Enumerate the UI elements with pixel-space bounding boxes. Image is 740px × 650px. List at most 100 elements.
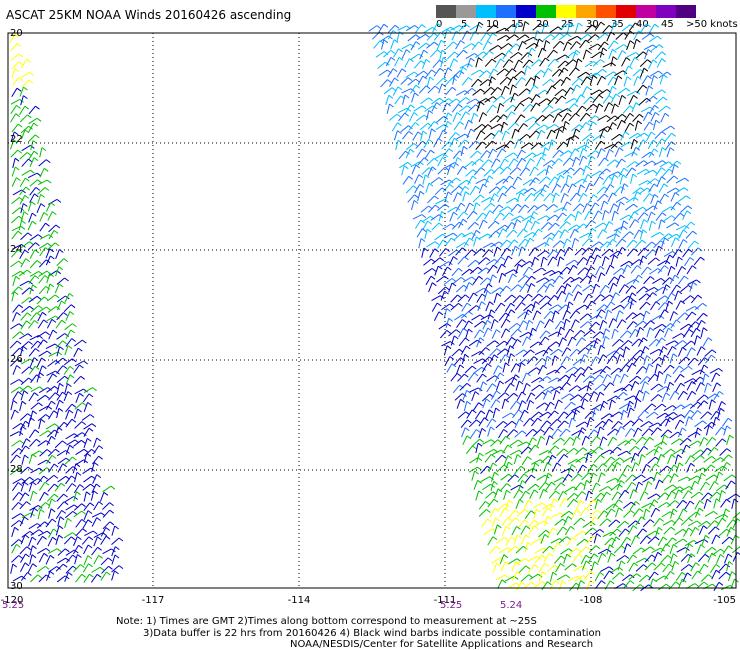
wind-barb	[579, 232, 593, 239]
wind-barb	[481, 159, 493, 168]
wind-barb	[592, 283, 601, 294]
wind-barb	[427, 195, 439, 204]
wind-barb	[643, 169, 658, 176]
wind-barb	[387, 68, 398, 78]
wind-barb	[457, 256, 469, 265]
wind-barb	[514, 430, 527, 438]
wind-barb	[659, 346, 668, 357]
wind-barb	[469, 150, 482, 159]
wind-barb	[409, 84, 421, 94]
wind-barb	[646, 292, 658, 301]
wind-barb	[455, 247, 467, 256]
wind-barb	[525, 428, 538, 437]
wind-barb	[625, 474, 637, 483]
wind-barb	[690, 410, 702, 419]
wind-barb	[74, 402, 87, 410]
wind-barb	[654, 245, 663, 256]
wind-barb	[640, 23, 651, 33]
wind-barb	[431, 97, 444, 105]
wind-barb	[518, 362, 526, 373]
wind-barb	[597, 472, 606, 483]
wind-barb	[528, 444, 540, 454]
wind-barb	[494, 302, 506, 312]
wind-barb	[20, 390, 29, 401]
wind-barb	[20, 553, 30, 563]
wind-barb	[486, 32, 498, 42]
wind-barb	[622, 301, 635, 310]
wind-barb	[432, 22, 442, 33]
wind-barb	[517, 311, 530, 319]
wind-barb	[47, 373, 58, 383]
wind-barb	[555, 563, 565, 573]
wind-barb	[548, 490, 561, 499]
wind-barb	[73, 347, 83, 358]
wind-barb	[29, 490, 38, 501]
wind-barb	[483, 202, 496, 211]
wind-barb	[556, 526, 568, 536]
wind-barb	[535, 38, 544, 49]
wind-barb	[485, 301, 494, 312]
wind-barb	[36, 331, 50, 338]
wind-barb	[655, 212, 667, 221]
wind-barb	[471, 229, 481, 240]
wind-barb	[690, 491, 704, 499]
wind-barb	[661, 237, 670, 248]
wind-barb	[618, 167, 629, 178]
wind-barb	[690, 562, 700, 572]
wind-barb	[493, 52, 507, 60]
wind-barb	[21, 438, 31, 448]
wind-barb	[515, 545, 528, 554]
wind-barb	[649, 268, 663, 275]
wind-barb	[516, 192, 525, 203]
wind-barb	[466, 57, 475, 68]
wind-barb	[630, 265, 642, 274]
wind-barb	[29, 270, 43, 277]
wind-barb	[388, 113, 402, 121]
wind-barb	[479, 79, 493, 86]
wind-barb	[608, 40, 619, 50]
wind-barb	[639, 255, 648, 266]
wind-barb	[591, 561, 599, 572]
wind-barb	[503, 455, 513, 466]
wind-barb	[21, 169, 35, 176]
wind-barb	[658, 105, 671, 113]
wind-barb	[485, 258, 499, 266]
wind-barb	[522, 382, 531, 393]
wind-barb	[619, 373, 629, 384]
wind-barb	[575, 105, 587, 115]
wind-barb	[434, 187, 447, 196]
wind-barb	[604, 184, 615, 194]
wind-barb	[38, 467, 51, 475]
wind-barb	[648, 571, 659, 581]
wind-barb	[465, 445, 477, 455]
wind-barb	[20, 341, 33, 349]
wind-barb	[565, 98, 579, 104]
wind-barb	[690, 247, 703, 256]
wind-barb	[65, 475, 76, 485]
wind-barb	[675, 177, 690, 184]
wind-barb	[523, 303, 536, 312]
wind-barb	[36, 357, 46, 368]
wind-barb	[458, 23, 471, 32]
wind-barb	[12, 275, 21, 287]
wind-barb	[504, 294, 517, 303]
wind-barb	[574, 530, 588, 538]
wind-barb	[395, 139, 403, 151]
wind-barb	[579, 147, 588, 158]
wind-barb	[525, 42, 539, 50]
wind-barb	[577, 267, 590, 276]
wind-barb	[405, 71, 419, 78]
wind-barb	[540, 534, 549, 544]
wind-barb	[688, 511, 701, 519]
wind-barb	[491, 471, 499, 482]
wind-barb	[686, 380, 697, 391]
wind-barb	[75, 519, 86, 528]
wind-barb	[574, 210, 583, 222]
wind-barb	[680, 365, 693, 373]
wind-barb	[91, 546, 102, 556]
wind-barb	[516, 581, 526, 592]
wind-barb	[455, 364, 465, 375]
wind-barb	[617, 440, 631, 447]
wind-barb	[586, 535, 598, 545]
wind-barb	[588, 321, 601, 330]
